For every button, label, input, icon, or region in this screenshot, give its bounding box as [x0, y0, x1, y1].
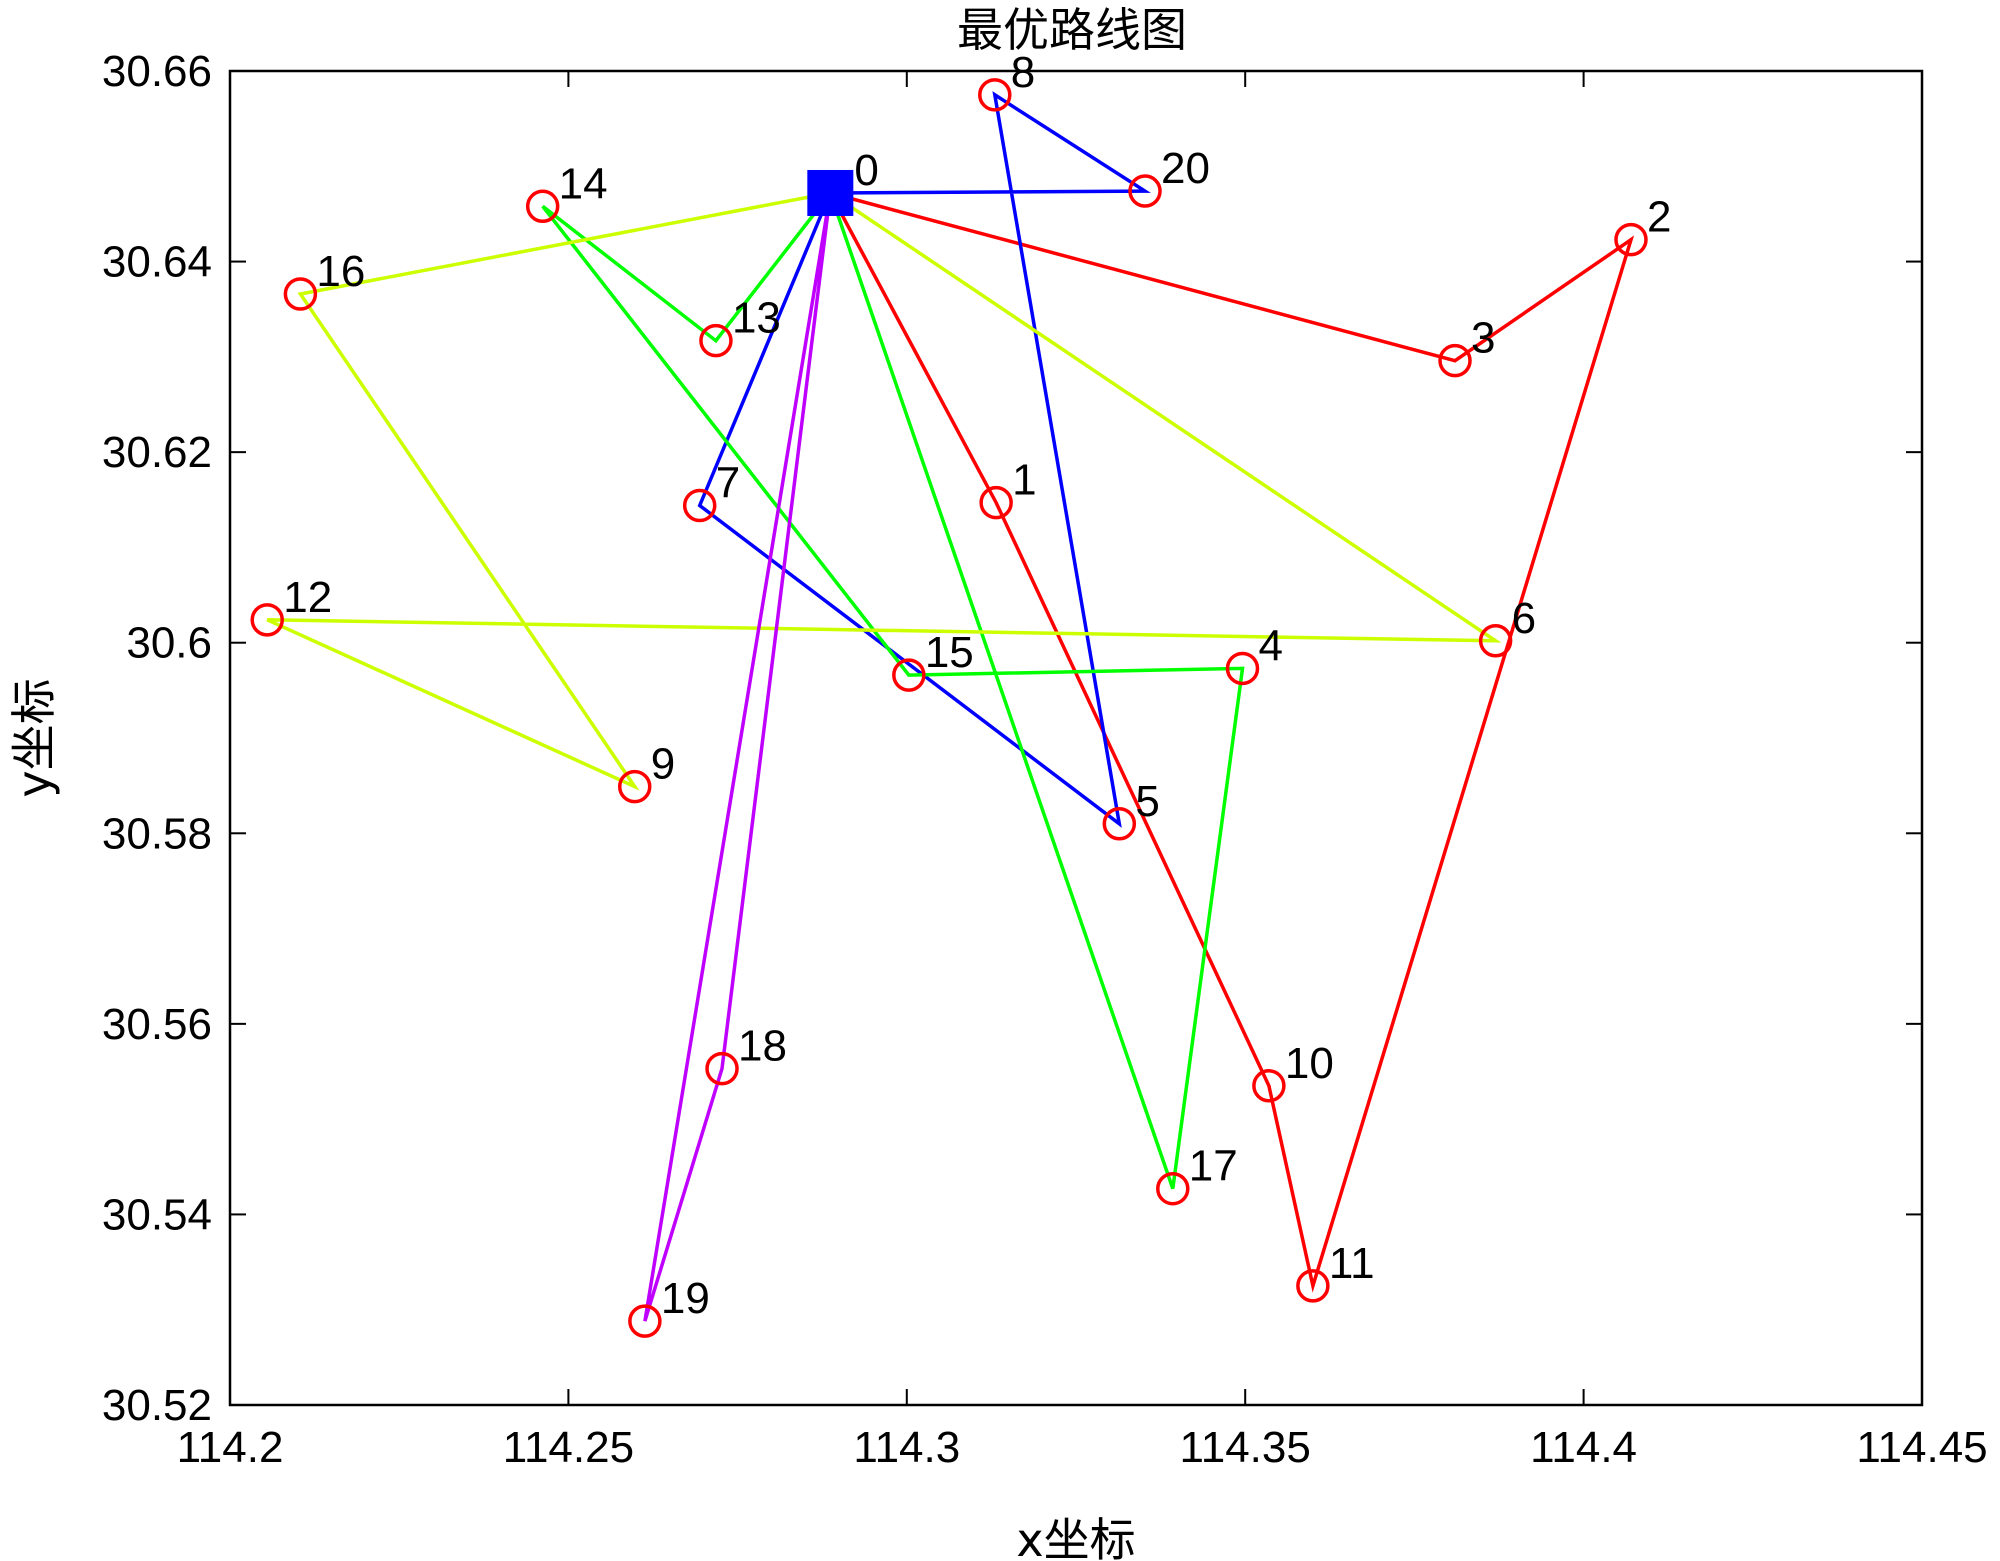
node-markers — [250, 78, 1648, 1338]
depot-label: 0 — [854, 146, 878, 195]
node-marker-2 — [1614, 222, 1648, 257]
depot-marker — [807, 169, 854, 216]
y-tick-label: 30.6 — [126, 619, 212, 668]
node-label-18: 18 — [738, 1022, 787, 1071]
node-marker-1 — [979, 485, 1013, 520]
node-marker-16 — [283, 277, 318, 311]
node-marker-9 — [617, 769, 652, 804]
x-tick-label: 114.35 — [1180, 1423, 1311, 1472]
y-tick-label: 30.66 — [102, 47, 212, 96]
node-marker-19 — [628, 1304, 662, 1338]
chart-title: 最优路线图 — [957, 3, 1187, 57]
y-tick-label: 30.56 — [102, 1000, 212, 1049]
x-tick-label: 114.45 — [1856, 1423, 1987, 1472]
axis-ticks — [229, 70, 1923, 1406]
node-label-6: 6 — [1512, 594, 1536, 643]
node-label-2: 2 — [1647, 193, 1671, 242]
y-tick-label: 30.52 — [102, 1381, 212, 1430]
route-line-3 — [541, 191, 1245, 1190]
node-marker-20 — [1128, 174, 1162, 208]
x-tick-labels: 114.2 114.25 114.3 114.35 114.4 114.45 — [177, 1423, 1988, 1472]
node-label-8: 8 — [1011, 48, 1035, 97]
node-label-12: 12 — [283, 573, 332, 622]
y-tick-labels: 30.52 30.54 30.56 30.58 30.6 30.62 30.64 30.66 — [102, 47, 212, 1430]
node-marker-12 — [250, 603, 284, 637]
y-axis-title: y坐标 — [7, 678, 61, 797]
node-marker-6 — [1478, 624, 1513, 658]
node-label-11: 11 — [1329, 1239, 1375, 1288]
node-marker-5 — [1102, 807, 1137, 841]
route-line-4 — [266, 191, 1502, 791]
node-marker-13 — [699, 323, 733, 358]
node-marker-18 — [705, 1051, 739, 1086]
node-label-1: 1 — [1012, 456, 1036, 505]
x-tick-label: 114.25 — [503, 1423, 634, 1472]
node-marker-11 — [1296, 1269, 1330, 1303]
node-marker-7 — [682, 488, 717, 523]
y-tick-label: 30.54 — [102, 1190, 212, 1239]
plot-area — [228, 69, 1924, 1407]
node-marker-8 — [978, 78, 1012, 112]
node-label-7: 7 — [716, 459, 740, 508]
route-line-2 — [697, 91, 1151, 828]
node-label-4: 4 — [1258, 621, 1282, 670]
x-axis-title: x坐标 — [1016, 1513, 1135, 1561]
node-marker-10 — [1252, 1069, 1286, 1103]
x-tick-label: 114.2 — [177, 1423, 284, 1472]
node-label-9: 9 — [651, 740, 675, 789]
node-marker-17 — [1156, 1171, 1190, 1206]
node-marker-14 — [525, 189, 560, 224]
y-tick-label: 30.62 — [102, 428, 212, 477]
x-tick-label: 114.3 — [853, 1423, 960, 1472]
node-label-17: 17 — [1189, 1142, 1238, 1191]
route-lines — [266, 91, 1635, 1322]
node-label-13: 13 — [732, 294, 781, 343]
route-line-1 — [828, 191, 1635, 1293]
y-tick-label: 30.64 — [102, 238, 212, 287]
node-label-10: 10 — [1285, 1039, 1334, 1088]
node-label-15: 15 — [925, 628, 974, 677]
node-label-14: 14 — [559, 159, 608, 208]
node-label-3: 3 — [1471, 314, 1495, 363]
node-marker-4 — [1225, 651, 1260, 686]
node-marker-15 — [892, 658, 926, 692]
node-label-19: 19 — [661, 1274, 710, 1323]
node-label-16: 16 — [316, 247, 365, 296]
node-label-5: 5 — [1135, 777, 1159, 826]
y-tick-label: 30.58 — [102, 809, 212, 858]
x-tick-label: 114.4 — [1530, 1423, 1637, 1472]
node-marker-3 — [1438, 343, 1472, 378]
node-label-20: 20 — [1161, 144, 1210, 193]
route-line-5 — [643, 192, 833, 1322]
